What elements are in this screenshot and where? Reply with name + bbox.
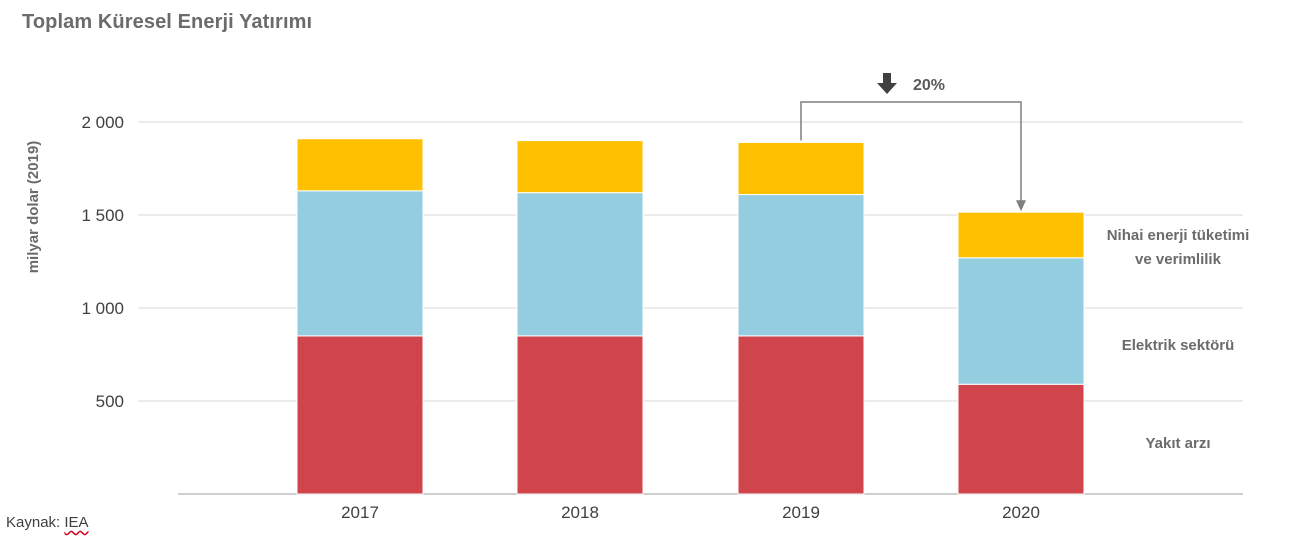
y-axis-title: milyar dolar (2019) [25,141,42,274]
bar-segment [957,257,1085,385]
legend-label: Yakıt arzı [1145,435,1210,452]
legend-label: Nihai enerji tüketimi [1107,227,1250,244]
annotation-arrowhead [1016,200,1026,212]
legend-label: ve verimlilik [1135,251,1222,268]
x-tick-label: 2017 [341,503,379,522]
source-note: Kaynak: IEA [6,514,89,531]
annotation-bracket [800,101,1022,203]
bar-segment [296,138,424,192]
bar-segment [296,190,424,337]
source-name: IEA [64,514,89,531]
legend-label: Elektrik sektörü [1122,337,1235,354]
bar-segment [957,383,1085,495]
bar-segment [737,194,865,337]
y-tick-label: 1 000 [81,299,124,318]
down-arrow-icon [877,73,897,94]
x-tick-label: 2018 [561,503,599,522]
chart-title: Toplam Küresel Enerji Yatırımı [22,11,313,33]
bar-segment [296,335,424,495]
bar-segment [516,192,644,337]
annotation-label: 20% [913,77,945,94]
y-tick-label: 2 000 [81,113,124,132]
bar-segment [516,335,644,495]
x-tick-label: 2019 [782,503,820,522]
x-tick-label: 2020 [1002,503,1040,522]
source-label: Kaynak: [6,514,61,531]
bar-segment [737,335,865,495]
bar-segment [737,141,865,196]
bar-segment [957,211,1085,259]
y-tick-label: 1 500 [81,206,124,225]
y-tick-label: 500 [96,392,124,411]
bar-segment [516,140,644,194]
